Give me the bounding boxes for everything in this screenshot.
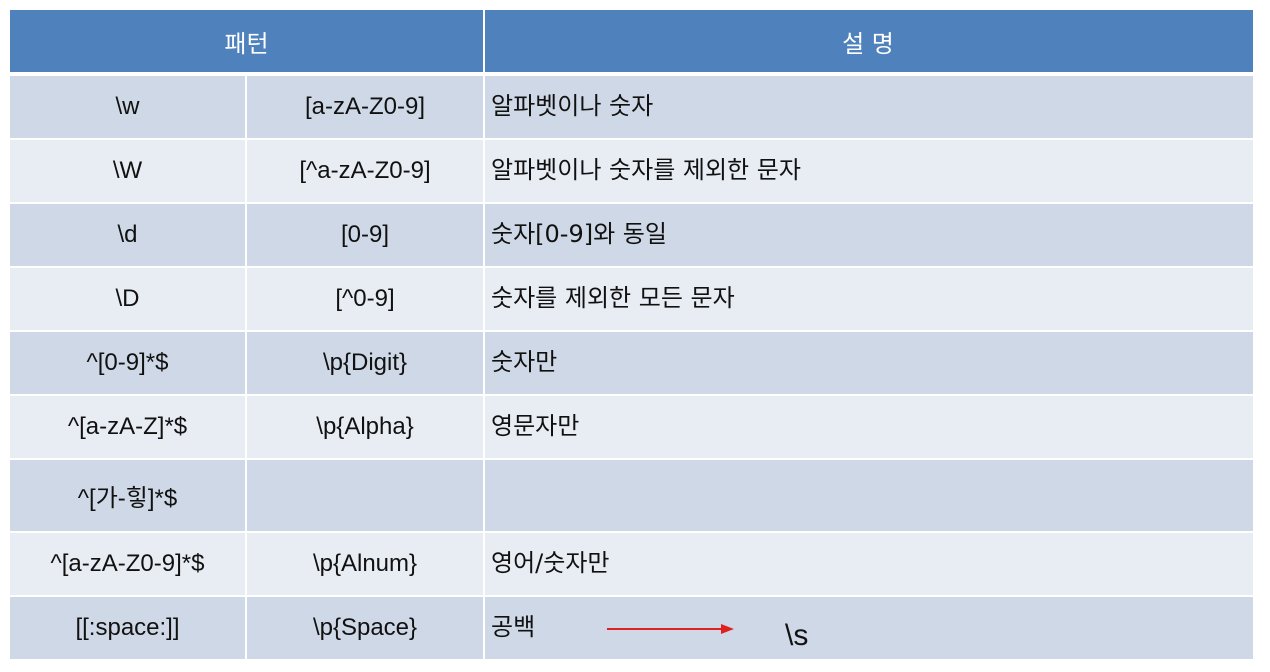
table-row: \d [0-9] 숫자[0-9]와 동일 [10, 202, 1253, 266]
description-cell: 숫자[0-9]와 동일 [485, 204, 1251, 266]
description-cell: 영문자만 [485, 396, 1251, 458]
description-text: 알파벳이나 숫자 [491, 91, 654, 120]
pattern-cell: \D [10, 268, 247, 330]
header-description: 설 명 [842, 29, 894, 58]
description-text: 숫자를 제외한 모든 문자 [491, 283, 735, 312]
table-row: [[:space:]] \p{Space} 공백 \s [10, 595, 1253, 659]
pattern-cell: \W [10, 140, 247, 202]
description-text: 숫자만 [491, 347, 558, 376]
description-cell: 알파벳이나 숫자를 제외한 문자 [485, 140, 1251, 202]
whitespace-shorthand-annotation: \s [785, 619, 809, 652]
alt-pattern-cell [247, 460, 485, 531]
description-cell: 알파벳이나 숫자 [485, 76, 1251, 138]
description-cell: 숫자를 제외한 모든 문자 [485, 268, 1251, 330]
table-row: ^[a-zA-Z]*$ \p{Alpha} 영문자만 [10, 394, 1253, 458]
alt-pattern-cell: \p{Alpha} [247, 396, 485, 458]
alt-pattern-cell: \p{Alnum} [247, 533, 485, 595]
table-row: ^[0-9]*$ \p{Digit} 숫자만 [10, 330, 1253, 394]
regex-pattern-table: 패턴 설 명 \w [a-zA-Z0-9] 알파벳이나 숫자 \W [^a-zA… [10, 10, 1253, 659]
pattern-cell: \d [10, 204, 247, 266]
pattern-cell: ^[a-zA-Z0-9]*$ [10, 533, 247, 595]
alt-pattern-cell: [^a-zA-Z0-9] [247, 140, 485, 202]
description-cell [485, 460, 1251, 531]
header-pattern: 패턴 [10, 10, 485, 72]
table-header: 패턴 설 명 [10, 10, 1253, 74]
alt-pattern-cell: \p{Digit} [247, 332, 485, 394]
pattern-cell: ^[0-9]*$ [10, 332, 247, 394]
description-cell: 영어/숫자만 [485, 533, 1251, 595]
alt-pattern-cell: \p{Space} [247, 597, 485, 659]
description-text: 영어/숫자만 [491, 548, 610, 577]
pattern-cell: \w [10, 76, 247, 138]
pattern-cell: [[:space:]] [10, 597, 247, 659]
table-row: \W [^a-zA-Z0-9] 알파벳이나 숫자를 제외한 문자 [10, 138, 1253, 202]
description-cell: 공백 \s [485, 597, 1251, 659]
description-text: 공백 [491, 612, 536, 641]
right-arrow-icon [607, 624, 734, 634]
description-cell: 숫자만 [485, 332, 1251, 394]
table-row: ^[가-힣]*$ [10, 458, 1253, 531]
description-text: 영문자만 [491, 411, 580, 440]
alt-pattern-cell: [0-9] [247, 204, 485, 266]
alt-pattern-cell: [a-zA-Z0-9] [247, 76, 485, 138]
table-row: \w [a-zA-Z0-9] 알파벳이나 숫자 [10, 74, 1253, 138]
table-row: ^[a-zA-Z0-9]*$ \p{Alnum} 영어/숫자만 [10, 531, 1253, 595]
pattern-cell: ^[가-힣]*$ [10, 460, 247, 531]
pattern-cell: ^[a-zA-Z]*$ [10, 396, 247, 458]
alt-pattern-cell: [^0-9] [247, 268, 485, 330]
table-row: \D [^0-9] 숫자를 제외한 모든 문자 [10, 266, 1253, 330]
description-text: 숫자[0-9]와 동일 [491, 219, 667, 248]
description-text: 알파벳이나 숫자를 제외한 문자 [491, 155, 801, 184]
